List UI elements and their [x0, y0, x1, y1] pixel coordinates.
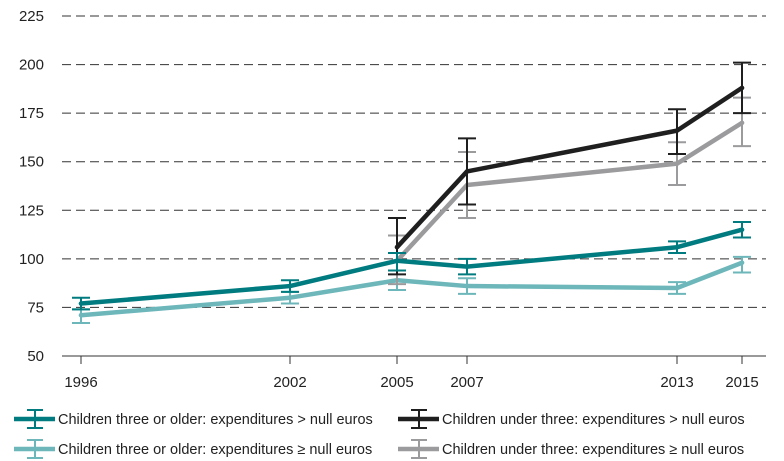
y-tick-label: 125 [19, 202, 44, 219]
data-point [674, 285, 680, 291]
x-tick-label: 2002 [273, 374, 306, 391]
data-point [287, 283, 293, 289]
legend-label: Children under three: expenditures > nul… [442, 412, 745, 428]
y-tick-label: 175 [19, 105, 44, 122]
data-point [674, 161, 680, 166]
x-tick-label: 1996 [64, 374, 97, 391]
legend-label: Children three or older: expenditures ≥ … [58, 442, 372, 458]
legend-label: Children three or older: expenditures > … [58, 412, 373, 428]
x-tick-label: 2015 [725, 374, 758, 391]
legend-item-2: Children under three: expenditures > nul… [398, 409, 745, 429]
data-point [739, 227, 745, 232]
data-point [674, 128, 680, 133]
data-point [464, 283, 470, 289]
x-tick-label: 2005 [380, 374, 413, 391]
series-1 [72, 255, 751, 324]
series-2 [388, 61, 751, 276]
y-tick-label: 100 [19, 251, 44, 268]
x-tick-label: 2007 [450, 374, 483, 391]
data-point [674, 245, 680, 250]
series-layer [72, 61, 751, 324]
y-tick-label: 150 [19, 154, 44, 171]
data-point [287, 295, 293, 300]
data-point [394, 245, 400, 250]
legend: Children three or older: expenditures > … [14, 409, 745, 459]
series-line [78, 227, 745, 306]
data-point [464, 169, 470, 174]
axis-layer: 50 75 100 125 150 175 200 225 1996 2002 2005 2007 20… [19, 8, 766, 391]
data-point [739, 85, 745, 91]
legend-item-0: Children three or older: expenditures > … [14, 409, 373, 429]
y-tick-label: 75 [27, 299, 44, 316]
legend-label: Children under three: expenditures ≥ nul… [442, 442, 744, 458]
data-point [78, 301, 84, 306]
data-point [739, 120, 745, 126]
data-point [739, 260, 745, 265]
series-line [394, 120, 745, 264]
data-point [464, 264, 470, 269]
data-point [78, 313, 84, 318]
series-line [78, 260, 745, 318]
legend-item-3: Children under three: expenditures ≥ nul… [398, 439, 744, 459]
y-tick-label: 200 [19, 57, 44, 74]
legend-item-1: Children three or older: expenditures ≥ … [14, 439, 372, 459]
grid-layer [62, 15, 766, 308]
x-tick-label: 2013 [660, 374, 693, 391]
y-tick-label: 50 [27, 348, 44, 365]
y-tick-label: 225 [19, 8, 44, 25]
series-0 [72, 220, 751, 311]
series-line [394, 85, 745, 250]
data-point [394, 258, 400, 263]
